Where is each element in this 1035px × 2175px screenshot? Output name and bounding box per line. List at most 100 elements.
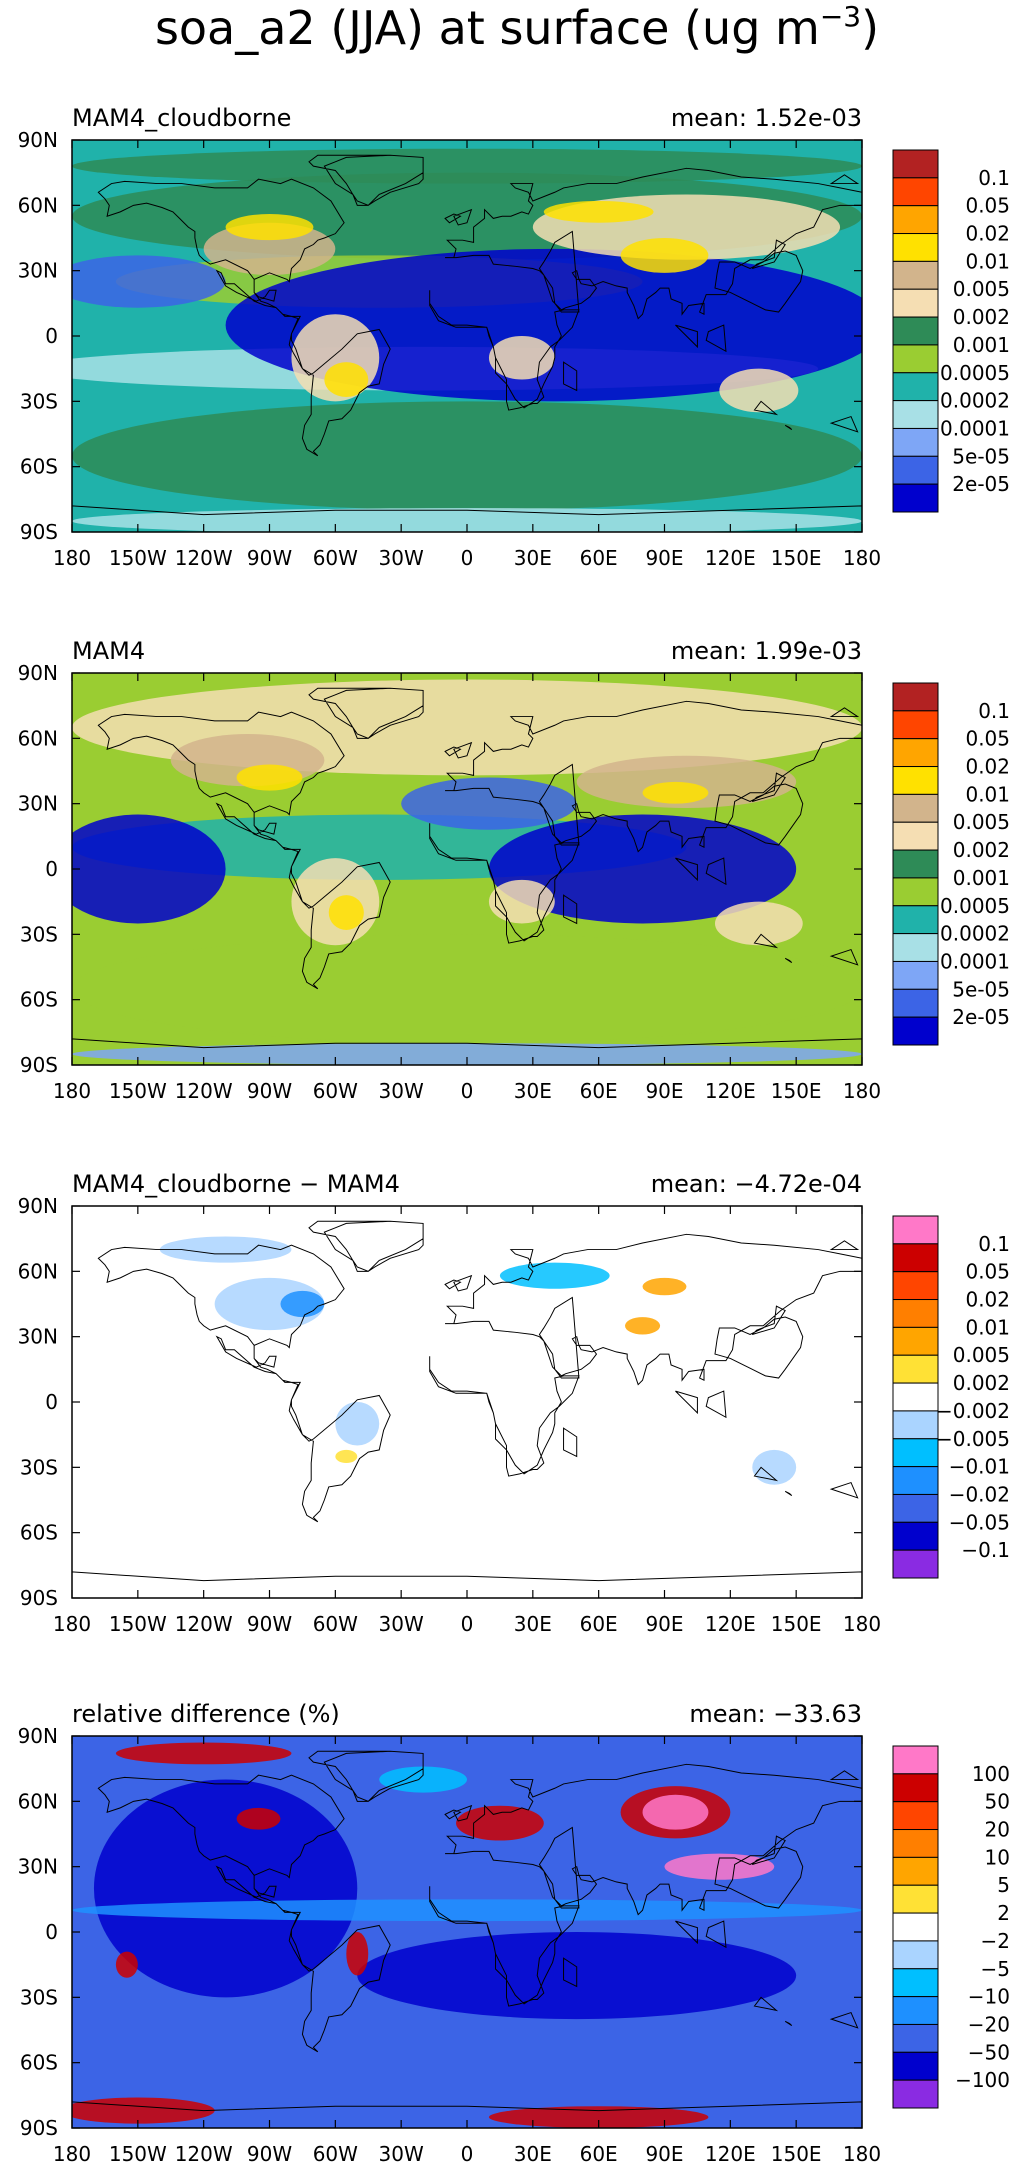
- x-tick-label: 180: [53, 2142, 91, 2166]
- colorbar-bin: [892, 988, 939, 1018]
- colorbar-label: 0.01: [965, 249, 1010, 273]
- colorbar-label: 0.001: [953, 866, 1010, 890]
- map-panel-3: MAM4_cloudborne − MAM4 mean: −4.72e-04 180…: [18, 1170, 1010, 1636]
- colorbar-label: 0.02: [965, 755, 1010, 779]
- colorbar-label: 0.01: [965, 1315, 1010, 1339]
- panel-title: MAM4_cloudborne − MAM4: [72, 1170, 400, 1198]
- colorbar-label: 0.05: [965, 727, 1010, 751]
- x-tick-label: 60W: [313, 546, 358, 570]
- x-tick-label: 180: [53, 546, 91, 570]
- field-contour: [456, 1805, 544, 1841]
- field-contour: [72, 148, 862, 184]
- x-tick-label: 150E: [771, 1612, 822, 1636]
- map-panel-2: MAM4 mean: 1.99e-03 180 150W 120W 90W 60W 30W 0 3…: [18, 637, 1010, 1103]
- field-contour: [488, 336, 555, 380]
- colorbar-bin: [892, 849, 939, 879]
- x-tick-label: 30W: [379, 1079, 424, 1103]
- panel-mean: mean: −4.72e-04: [651, 1170, 862, 1198]
- colorbar-label: 0.1: [978, 1232, 1010, 1256]
- x-tick-label: 90E: [645, 2142, 683, 2166]
- colorbar-label: 50: [985, 1790, 1010, 1814]
- x-tick-label: 60E: [580, 2142, 618, 2166]
- field-contour: [115, 1951, 138, 1978]
- colorbar-bin: [892, 1968, 939, 1998]
- y-tick-label: 90S: [20, 1053, 58, 1077]
- colorbar-label: 0.005: [953, 1343, 1010, 1367]
- field-contour: [488, 879, 555, 924]
- colorbar-bin: [892, 877, 939, 907]
- x-tick-label: 30E: [514, 546, 552, 570]
- colorbar-bin: [892, 149, 939, 179]
- colorbar-bin: [892, 1996, 939, 2025]
- x-tick-label: 120E: [705, 1079, 756, 1103]
- x-tick-label: 0: [461, 2142, 474, 2166]
- colorbar-label: 100: [972, 1762, 1010, 1786]
- field-contour: [625, 1317, 661, 1335]
- field-contour: [642, 1794, 709, 1830]
- y-tick-label: 60S: [20, 988, 58, 1012]
- colorbar-label: 0.005: [953, 810, 1010, 834]
- colorbar-bin: [892, 1801, 939, 1831]
- x-tick-label: 60W: [313, 2142, 358, 2166]
- panel-mean: mean: −33.63: [689, 1700, 862, 1728]
- field-contour: [225, 214, 314, 241]
- colorbar-bin: [892, 710, 939, 740]
- map-field: [72, 673, 862, 1065]
- colorbar-bin: [892, 1493, 939, 1523]
- x-tick-label: 60E: [580, 1612, 618, 1636]
- colorbar-bin: [892, 933, 939, 962]
- colorbar-label: −10: [968, 1985, 1010, 2009]
- colorbar-label: −0.02: [949, 1482, 1010, 1506]
- colorbar-bin: [892, 1354, 939, 1384]
- colorbar-bin: [892, 260, 939, 290]
- panel-title: relative difference (%): [72, 1700, 340, 1728]
- x-tick-label: 150W: [109, 2142, 167, 2166]
- colorbar-bin: [892, 1884, 939, 1914]
- y-tick-label: 30N: [18, 259, 58, 283]
- y-tick-label: 0: [45, 1390, 58, 1414]
- x-tick-label: 180: [843, 2142, 881, 2166]
- colorbar-label: 10: [985, 1845, 1010, 1869]
- colorbar-bin: [892, 1856, 939, 1886]
- field-contour: [203, 222, 336, 276]
- colorbar-bin: [892, 483, 939, 513]
- colorbar-bin: [892, 793, 939, 823]
- x-tick-label: 120E: [705, 1612, 756, 1636]
- x-tick-label: 30E: [514, 1612, 552, 1636]
- x-tick-label: 30W: [379, 546, 424, 570]
- field-contour: [719, 368, 799, 413]
- colorbar-label: 5e-05: [952, 444, 1010, 468]
- y-tick-label: 30N: [18, 1855, 58, 1879]
- y-tick-label: 30N: [18, 1325, 58, 1349]
- x-tick-label: 150E: [771, 2142, 822, 2166]
- colorbar-label: 0.001: [953, 333, 1010, 357]
- colorbar-bin: [892, 1521, 939, 1551]
- colorbar-bin: [892, 372, 939, 402]
- field-contour: [72, 255, 226, 308]
- colorbar-label: 0.05: [965, 1260, 1010, 1284]
- field-contour: [714, 901, 803, 946]
- y-tick-label: 60N: [18, 193, 58, 217]
- y-tick-label: 60N: [18, 1789, 58, 1813]
- y-tick-label: 90S: [20, 1586, 58, 1610]
- colorbar-label: 0.02: [965, 222, 1010, 246]
- x-tick-label: 150W: [109, 1079, 167, 1103]
- panel-mean: mean: 1.52e-03: [671, 104, 862, 132]
- colorbar-label: 2e-05: [952, 472, 1010, 496]
- field-contour: [620, 238, 709, 273]
- colorbar-bin: [892, 1466, 939, 1495]
- colorbar-label: 0.02: [965, 1288, 1010, 1312]
- map-field: [72, 1736, 862, 2128]
- colorbar-label: 20: [985, 1818, 1010, 1842]
- y-tick-label: 0: [45, 1920, 58, 1944]
- field-contour: [499, 1262, 610, 1289]
- colorbar-bin: [892, 1299, 939, 1328]
- colorbar-label: 5: [997, 1873, 1010, 1897]
- colorbar-label: −5: [981, 1957, 1010, 1981]
- colorbar-label: −0.002: [936, 1399, 1010, 1423]
- x-tick-label: 90W: [247, 2142, 292, 2166]
- x-tick-label: 0: [461, 546, 474, 570]
- colorbar-label: 0.1: [978, 699, 1010, 723]
- colorbar-label: 0.0005: [940, 361, 1010, 385]
